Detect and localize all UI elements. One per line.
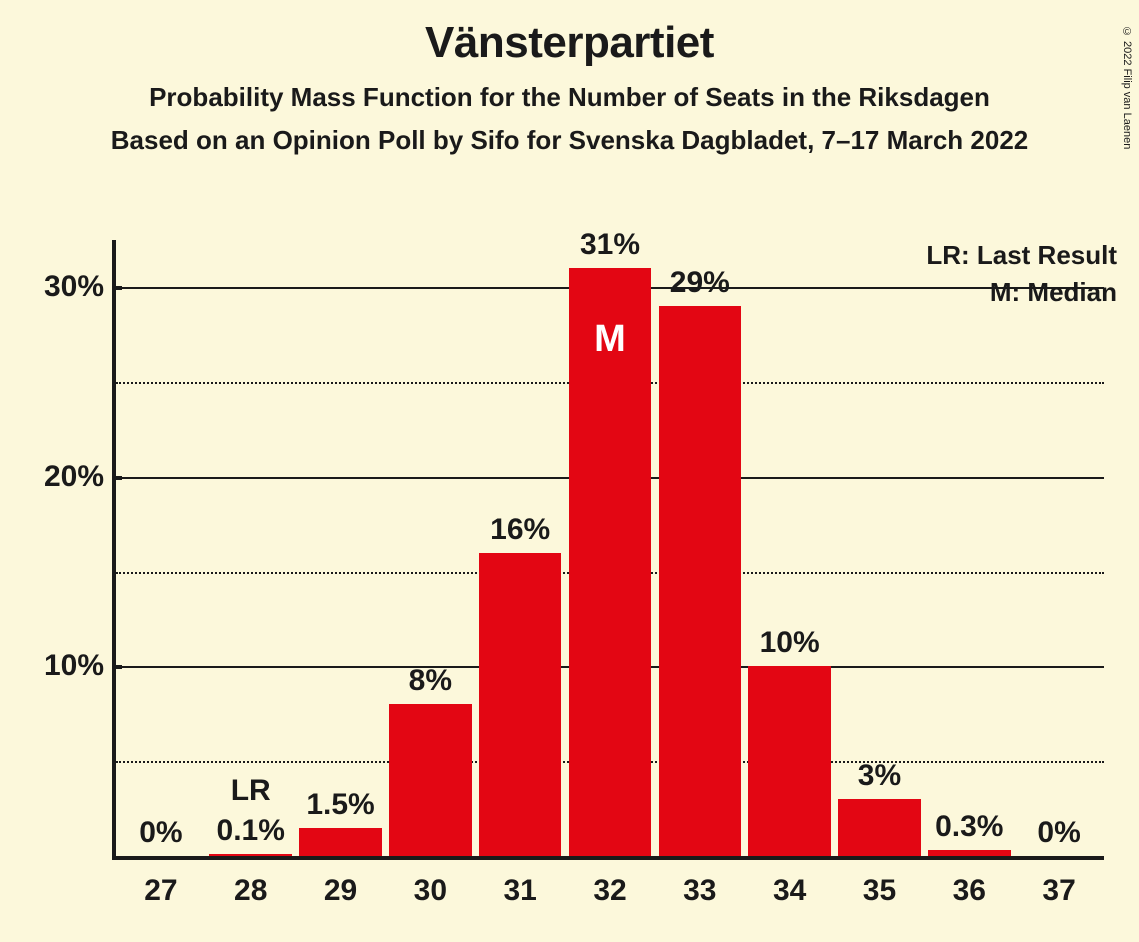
bar-value-label: 1.5%: [306, 788, 374, 822]
chart-subtitle-2: Based on an Opinion Poll by Sifo for Sve…: [0, 125, 1139, 156]
bar: [209, 854, 292, 856]
chart-subtitle-1: Probability Mass Function for the Number…: [0, 82, 1139, 113]
bar-value-label: 3%: [858, 759, 901, 793]
y-axis-label: 20%: [0, 460, 104, 494]
y-tick: [112, 665, 122, 669]
bar-value-label: 8%: [409, 664, 452, 698]
x-axis-label: 27: [144, 874, 177, 908]
bar: [928, 850, 1011, 856]
bar: [389, 704, 472, 856]
bar-value-label: 16%: [490, 513, 550, 547]
x-axis-label: 28: [234, 874, 267, 908]
bar: [838, 799, 921, 856]
x-axis-label: 35: [863, 874, 896, 908]
bar-value-label: 0.3%: [935, 810, 1003, 844]
x-axis: [112, 856, 1104, 860]
bar-value-label: 0%: [139, 816, 182, 850]
copyright-text: © 2022 Filip van Laenen: [1121, 26, 1133, 149]
median-marker: M: [594, 318, 626, 361]
x-axis-label: 36: [953, 874, 986, 908]
bar-value-label: 31%: [580, 228, 640, 262]
y-axis-label: 10%: [0, 649, 104, 683]
x-axis-label: 33: [683, 874, 716, 908]
chart-title: Vänsterpartiet: [0, 18, 1139, 68]
y-tick: [112, 286, 122, 290]
y-axis: [112, 240, 116, 860]
y-tick: [112, 476, 122, 480]
bar: [748, 666, 831, 856]
x-axis-label: 34: [773, 874, 806, 908]
x-axis-label: 29: [324, 874, 357, 908]
x-axis-label: 37: [1042, 874, 1075, 908]
bar: [659, 306, 742, 856]
bar-value-label: 10%: [760, 626, 820, 660]
bar-value-label: 29%: [670, 266, 730, 300]
bar-value-label: 0.1%: [217, 814, 285, 848]
x-axis-label: 32: [593, 874, 626, 908]
plot-area: 0%0.1%LR1.5%8%16%31%M29%10%3%0.3%0%: [112, 240, 1104, 860]
bar-value-label: 0%: [1037, 816, 1080, 850]
y-axis-label: 30%: [0, 270, 104, 304]
bar: [479, 553, 562, 856]
last-result-marker: LR: [231, 774, 271, 808]
bar: [299, 828, 382, 856]
x-axis-label: 31: [503, 874, 536, 908]
x-axis-label: 30: [414, 874, 447, 908]
